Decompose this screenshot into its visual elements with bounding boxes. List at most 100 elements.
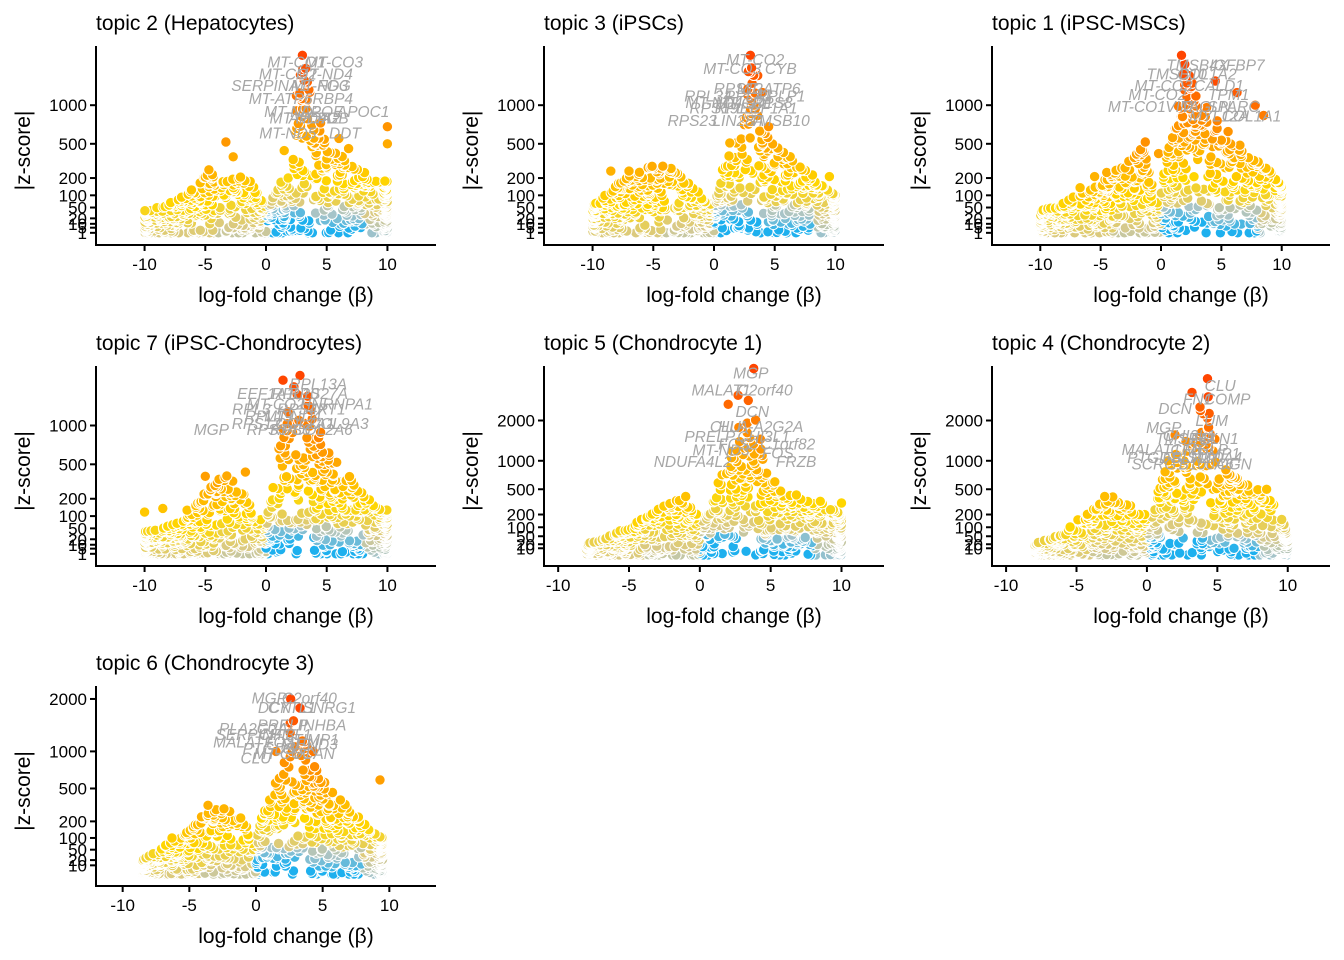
data-point (799, 531, 811, 544)
data-point (185, 184, 198, 196)
data-point (1174, 547, 1186, 559)
x-tick-label: 5 (322, 576, 331, 595)
gene-labels: MT-CO1MT-CO3MT-CO2MT-ND4SERPINA1MT-ND3FG… (231, 55, 389, 143)
y-axis-title: |z-score| (460, 111, 483, 191)
data-point (381, 138, 394, 150)
gene-labels: RPL13AEEF1A1RPL10RPS27AMT-CO2HNRNPA1RPL3… (194, 376, 373, 439)
data-point (138, 506, 151, 518)
y-axis-title: |z-score| (12, 431, 35, 511)
data-point (657, 160, 669, 172)
panel-5: topic 5 (Chondrocyte 1) MGPMALAT1C2orf40D… (460, 332, 884, 628)
data-point (1200, 227, 1212, 239)
x-tick-label: 5 (1217, 255, 1226, 274)
data-point (835, 497, 848, 509)
x-tick-label: -10 (132, 576, 157, 595)
panel-3: topic 1 (iPSC-MSCs)TMSB4XIGFBP7TMSB10COL… (908, 12, 1330, 307)
x-axis-title: log-fold change (β) (646, 605, 822, 628)
x-tick-label: 10 (378, 576, 397, 595)
data-point (290, 449, 302, 461)
x-tick-label: -5 (646, 255, 661, 274)
data-point (744, 132, 756, 144)
data-point (227, 151, 239, 163)
y-tick-label: 100 (955, 186, 983, 205)
y-axis-title: |z-score| (12, 111, 35, 191)
panel-6: topic 4 (Chondrocyte 2)CLUFN1COMPDCNLUMM… (908, 332, 1330, 628)
gene-label: FRZB (776, 454, 816, 471)
gene-label: MT-ND5 (259, 125, 317, 142)
data-point (723, 150, 735, 162)
x-tick-label: 0 (261, 255, 270, 274)
gene-label: MT-CO1 (1108, 99, 1166, 116)
gene-label: CYB (765, 61, 797, 78)
x-axis-title: log-fold change (β) (198, 284, 374, 307)
x-tick-label: -10 (1028, 255, 1053, 274)
x-tick-label: -5 (198, 255, 213, 274)
panel-title: topic 1 (iPSC-MSCs) (992, 12, 1186, 35)
data-point (766, 183, 778, 196)
scatter-points (138, 49, 394, 239)
x-tick-label: -5 (1093, 255, 1108, 274)
data-point (740, 545, 752, 557)
y-tick-label: 100 (507, 186, 535, 205)
panel-title: topic 7 (iPSC-Chondrocytes) (96, 332, 362, 355)
data-point (771, 533, 783, 545)
panel-title: topic 5 (Chondrocyte 1) (544, 332, 762, 355)
panel-title: topic 4 (Chondrocyte 2) (992, 332, 1210, 355)
data-point (239, 466, 252, 478)
data-point (381, 121, 394, 133)
data-point (1139, 136, 1152, 148)
gene-label: DDT (329, 125, 362, 142)
data-point (1074, 182, 1086, 194)
y-tick-label: 1000 (49, 96, 87, 115)
y-tick-label: 100 (59, 507, 87, 526)
data-point (280, 471, 293, 483)
data-point (734, 182, 746, 194)
data-point (605, 165, 617, 177)
x-axis-title: log-fold change (β) (1093, 284, 1269, 307)
y-tick-label: 1000 (945, 96, 983, 115)
panel-1: topic 2 (Hepatocytes)MT-CO1MT-CO3MT-CO2M… (12, 12, 436, 307)
data-point (221, 470, 233, 482)
x-axis-title: log-fold change (β) (198, 605, 374, 628)
data-point (302, 485, 315, 497)
y-tick-label: 500 (955, 135, 983, 154)
x-tick-label: 0 (709, 255, 718, 274)
data-point (823, 170, 836, 183)
y-tick-label: 500 (59, 135, 87, 154)
data-point (1101, 166, 1113, 179)
y-tick-label: 500 (507, 480, 535, 499)
data-point (342, 142, 355, 155)
data-point (157, 502, 169, 515)
data-point (343, 470, 356, 483)
gene-label: COL2A6 (293, 422, 353, 439)
data-point (790, 489, 803, 501)
y-tick-label: 2000 (497, 412, 535, 431)
data-point (234, 171, 247, 183)
x-tick-label: 5 (766, 576, 775, 595)
data-point (379, 175, 391, 187)
data-point (1205, 151, 1217, 163)
x-tick-label: 10 (832, 576, 851, 595)
x-tick-label: 10 (826, 255, 845, 274)
data-point (199, 470, 212, 482)
panel-title: topic 3 (iPSCs) (544, 12, 684, 35)
gene-label: TMSB10 (749, 113, 810, 130)
data-point (769, 476, 781, 488)
x-tick-label: -10 (580, 255, 605, 274)
gene-label: COL1A1 (1222, 108, 1281, 125)
data-point (722, 398, 734, 410)
data-point (1188, 171, 1200, 183)
data-point (139, 205, 151, 217)
x-tick-label: -5 (621, 576, 636, 595)
y-tick-label: 200 (507, 169, 535, 188)
y-tick-label: 200 (955, 169, 983, 188)
data-point (220, 136, 232, 148)
panel-4: topic 7 (iPSC-Chondrocytes) RPL13AEEF1A1R… (12, 332, 436, 628)
data-point (623, 165, 635, 177)
y-tick-label: 500 (507, 135, 535, 154)
y-tick-label: 1000 (497, 452, 535, 471)
